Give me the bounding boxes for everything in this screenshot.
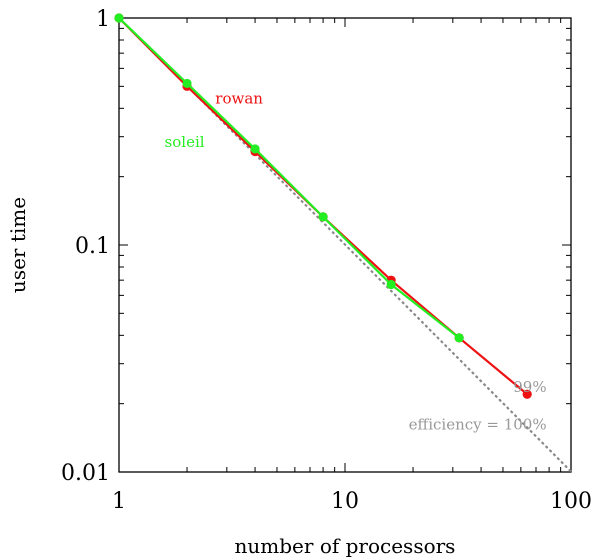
reference-line-label: efficiency = 100% bbox=[409, 415, 547, 433]
series-line bbox=[118, 17, 460, 339]
series-line bbox=[118, 17, 528, 396]
y-axis-title: user time bbox=[6, 197, 30, 293]
data-point bbox=[386, 279, 396, 290]
data-point bbox=[522, 389, 532, 399]
data-point bbox=[182, 78, 192, 89]
y-tick-label: 0.1 bbox=[75, 234, 110, 259]
labels-layer: 1 10 100 0.01 0.1 1 efficiency = 100% 99% rowan s… bbox=[61, 7, 592, 514]
x-tick-label: 100 bbox=[550, 489, 592, 514]
x-tick-label: 10 bbox=[331, 489, 359, 514]
data-point bbox=[454, 333, 464, 343]
data-point bbox=[114, 13, 124, 23]
data-point bbox=[318, 212, 328, 222]
x-axis-title: number of processors bbox=[235, 534, 456, 558]
y-tick-label: 1 bbox=[96, 7, 110, 32]
reference-line-label: 99% bbox=[513, 378, 546, 396]
data-point bbox=[250, 144, 260, 154]
y-tick-label: 0.01 bbox=[61, 461, 110, 486]
x-tick-label: 1 bbox=[112, 489, 126, 514]
axis-ticks bbox=[118, 17, 572, 473]
series-layer bbox=[114, 13, 532, 399]
series-label: soleil bbox=[165, 133, 205, 151]
series-label: rowan bbox=[215, 90, 263, 108]
